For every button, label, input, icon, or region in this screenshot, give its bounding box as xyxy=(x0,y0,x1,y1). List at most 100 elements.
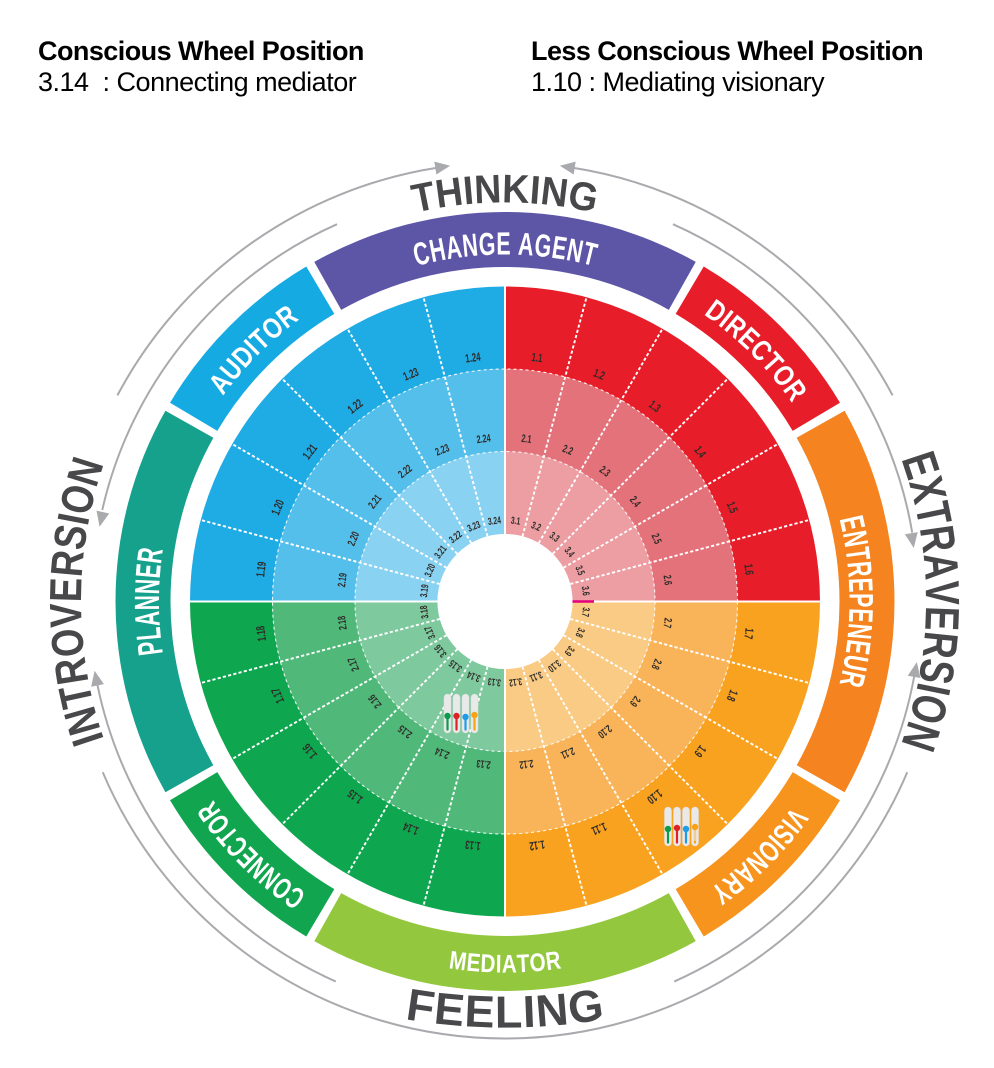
svg-text:2.6: 2.6 xyxy=(661,574,674,586)
svg-text:E: E xyxy=(496,225,510,261)
svg-text:1.12: 1.12 xyxy=(528,837,545,852)
svg-text:G: G xyxy=(533,226,553,264)
svg-text:2.18: 2.18 xyxy=(336,615,350,631)
svg-text:E: E xyxy=(837,638,877,657)
svg-text:1.13: 1.13 xyxy=(464,837,481,852)
svg-text:U: U xyxy=(835,652,875,674)
svg-text:3.7: 3.7 xyxy=(579,607,592,618)
svg-text:V: V xyxy=(40,602,91,628)
svg-text:1.2: 1.2 xyxy=(591,367,606,383)
svg-text:3.2: 3.2 xyxy=(530,519,543,534)
svg-text:N: N xyxy=(129,578,168,595)
svg-text:E: E xyxy=(40,577,91,603)
svg-text:E: E xyxy=(129,562,169,579)
svg-text:2.23: 2.23 xyxy=(433,442,451,458)
svg-text:O: O xyxy=(41,626,94,659)
svg-text:E: E xyxy=(841,608,880,624)
svg-text:1.24: 1.24 xyxy=(465,351,482,366)
svg-text:2.2: 2.2 xyxy=(561,443,575,458)
svg-text:2.24: 2.24 xyxy=(476,432,492,446)
svg-text:R: R xyxy=(131,545,171,565)
svg-text:1.14: 1.14 xyxy=(401,819,420,837)
svg-text:2.11: 2.11 xyxy=(559,745,576,761)
svg-text:A: A xyxy=(443,228,464,266)
svg-text:1.17: 1.17 xyxy=(270,685,288,704)
svg-text:I: I xyxy=(495,949,501,978)
svg-text:H: H xyxy=(433,170,466,218)
svg-text:L: L xyxy=(495,986,523,1037)
svg-text:E: E xyxy=(550,228,570,266)
svg-text:R: R xyxy=(911,629,967,661)
svg-text:N: N xyxy=(129,595,168,610)
svg-text:P: P xyxy=(131,639,171,658)
svg-text:N: N xyxy=(564,231,586,270)
svg-text:3.18: 3.18 xyxy=(417,605,430,620)
svg-text:3.19: 3.19 xyxy=(417,583,430,598)
svg-text:3.6: 3.6 xyxy=(579,585,592,596)
svg-text:3.5: 3.5 xyxy=(573,564,588,577)
svg-text:3.13: 3.13 xyxy=(487,676,502,689)
svg-text:K: K xyxy=(502,167,530,212)
svg-text:1.6: 1.6 xyxy=(741,563,755,576)
svg-text:N: N xyxy=(473,167,502,212)
svg-text:N: N xyxy=(460,226,479,264)
svg-text:R: R xyxy=(839,560,879,579)
svg-text:3.14 : Connecting mediator: 3.14 : Connecting mediator xyxy=(38,67,357,97)
svg-text:1.1: 1.1 xyxy=(531,351,544,365)
svg-text:3.23: 3.23 xyxy=(465,518,482,534)
svg-text:2.1: 2.1 xyxy=(521,432,533,445)
svg-text:P: P xyxy=(841,593,879,607)
svg-text:3.17: 3.17 xyxy=(422,624,438,641)
svg-text:O: O xyxy=(528,947,547,977)
svg-text:1.20: 1.20 xyxy=(270,498,288,517)
svg-text:2.12: 2.12 xyxy=(519,757,535,771)
svg-text:1.8: 1.8 xyxy=(723,688,739,703)
svg-text:E: E xyxy=(465,948,481,978)
svg-text:1.23: 1.23 xyxy=(402,366,421,384)
svg-text:G: G xyxy=(478,225,496,262)
svg-text:T: T xyxy=(837,545,877,564)
svg-text:L: L xyxy=(130,626,170,642)
svg-text:2.13: 2.13 xyxy=(476,757,492,771)
svg-text:I: I xyxy=(528,168,542,213)
svg-text:1.10 : Mediating visionary: 1.10 : Mediating visionary xyxy=(531,67,825,97)
svg-text:2.5: 2.5 xyxy=(649,532,664,546)
svg-text:3.14: 3.14 xyxy=(465,669,482,685)
svg-text:E: E xyxy=(914,605,969,631)
svg-text:2.8: 2.8 xyxy=(649,657,664,671)
svg-text:V: V xyxy=(914,580,969,606)
svg-text:2.17: 2.17 xyxy=(345,655,361,673)
svg-text:2.7: 2.7 xyxy=(661,617,674,629)
svg-text:T: T xyxy=(516,949,530,978)
svg-text:H: H xyxy=(426,230,448,269)
svg-text:R: R xyxy=(544,945,563,975)
svg-text:3.1: 3.1 xyxy=(510,514,521,527)
svg-text:3.12: 3.12 xyxy=(508,676,523,689)
svg-text:N: N xyxy=(538,169,570,216)
svg-text:1.11: 1.11 xyxy=(589,819,608,837)
svg-text:3.8: 3.8 xyxy=(573,626,588,639)
svg-text:I: I xyxy=(461,169,475,214)
svg-text:A: A xyxy=(912,551,968,582)
svg-text:2.19: 2.19 xyxy=(336,572,350,588)
svg-text:R: R xyxy=(41,548,94,579)
svg-text:1.18: 1.18 xyxy=(255,625,270,642)
svg-text:N: N xyxy=(534,983,570,1036)
svg-text:2.14: 2.14 xyxy=(433,745,451,762)
svg-text:M: M xyxy=(448,945,469,976)
svg-text:A: A xyxy=(129,610,169,627)
svg-text:A: A xyxy=(517,225,535,262)
svg-text:D: D xyxy=(480,949,496,978)
svg-text:N: N xyxy=(835,528,875,550)
svg-text:3.11: 3.11 xyxy=(528,669,544,685)
svg-text:G: G xyxy=(565,979,607,1034)
svg-text:3.20: 3.20 xyxy=(422,562,438,579)
svg-text:E: E xyxy=(432,983,467,1037)
svg-text:N: N xyxy=(839,622,878,641)
svg-text:I: I xyxy=(522,986,537,1037)
svg-text:1.19: 1.19 xyxy=(255,561,270,578)
svg-text:A: A xyxy=(502,949,517,978)
svg-text:1.7: 1.7 xyxy=(741,627,755,640)
svg-text:E: E xyxy=(840,577,879,593)
svg-text:Less Conscious Wheel Position: Less Conscious Wheel Position xyxy=(531,36,923,66)
